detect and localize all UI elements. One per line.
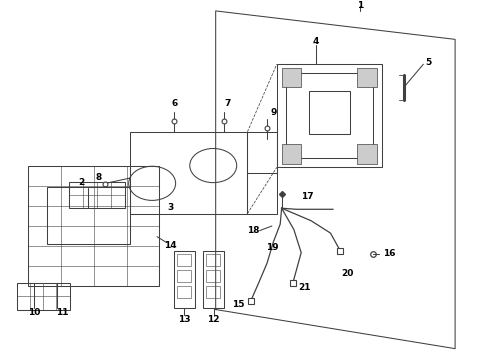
Text: 21: 21 <box>298 283 311 292</box>
Bar <box>286 73 373 158</box>
Bar <box>203 251 224 308</box>
Text: 18: 18 <box>246 226 259 235</box>
Text: 9: 9 <box>270 108 276 117</box>
Text: 1: 1 <box>357 1 363 10</box>
Bar <box>277 64 382 167</box>
Bar <box>206 287 220 298</box>
Text: 16: 16 <box>383 249 396 258</box>
Bar <box>177 255 191 266</box>
Bar <box>357 144 377 164</box>
Text: 6: 6 <box>171 99 177 108</box>
Bar <box>206 270 220 282</box>
Text: 8: 8 <box>95 173 101 182</box>
Bar <box>174 251 195 308</box>
Text: 12: 12 <box>207 315 220 324</box>
Text: 10: 10 <box>28 308 40 317</box>
Bar <box>282 68 301 87</box>
Bar <box>177 270 191 282</box>
Text: 5: 5 <box>425 58 431 67</box>
Bar <box>17 283 70 310</box>
Bar <box>130 132 247 213</box>
Bar <box>27 166 159 287</box>
Bar <box>309 91 350 134</box>
Text: 20: 20 <box>342 269 354 278</box>
Bar <box>247 132 277 213</box>
Text: 11: 11 <box>56 308 69 317</box>
Bar <box>282 144 301 164</box>
Text: 13: 13 <box>178 315 191 324</box>
Text: 15: 15 <box>232 300 245 309</box>
Text: 2: 2 <box>78 178 84 187</box>
Text: 4: 4 <box>313 37 319 46</box>
Bar <box>47 187 130 244</box>
Text: 19: 19 <box>266 243 278 252</box>
Bar <box>206 255 220 266</box>
Bar <box>177 287 191 298</box>
Bar <box>357 68 377 87</box>
Text: 17: 17 <box>301 192 314 201</box>
Text: 14: 14 <box>165 241 177 250</box>
Bar <box>69 181 125 208</box>
Text: 3: 3 <box>168 203 174 212</box>
Text: 7: 7 <box>225 99 231 108</box>
